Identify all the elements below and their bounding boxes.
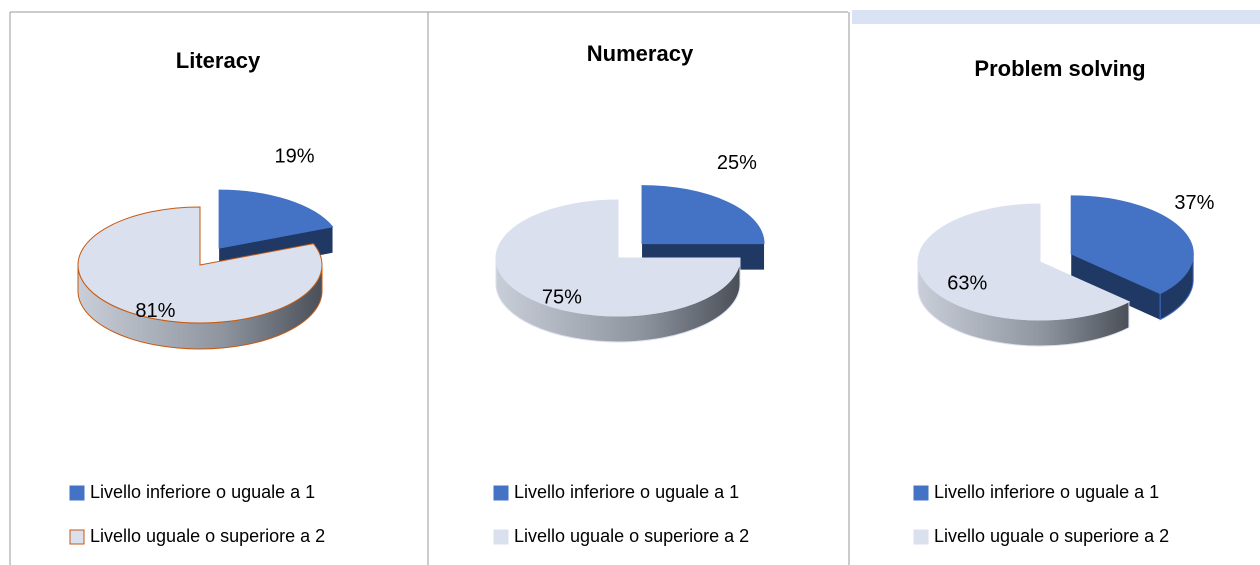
data-label: 37% <box>1174 192 1214 214</box>
legend-swatch <box>69 485 85 501</box>
legend-label: Livello inferiore o uguale a 1 <box>90 482 315 502</box>
legend-swatch <box>493 529 509 545</box>
data-label: 63% <box>947 273 987 295</box>
chart-title: Problem solving <box>974 56 1145 81</box>
legend-label: Livello inferiore o uguale a 1 <box>514 482 739 502</box>
header-band <box>852 10 1260 24</box>
data-label: 19% <box>275 145 315 167</box>
legend-swatch <box>913 529 929 545</box>
pie-slice <box>641 185 765 245</box>
chart-title: Literacy <box>176 48 261 73</box>
pie-slice <box>495 199 741 317</box>
pie-slice <box>218 189 334 249</box>
legend-label: Livello inferiore o uguale a 1 <box>934 482 1159 502</box>
pie-slice <box>77 206 323 324</box>
legend-swatch <box>493 485 509 501</box>
legend-label: Livello uguale o superiore a 2 <box>90 526 325 546</box>
legend-label: Livello uguale o superiore a 2 <box>934 526 1169 546</box>
data-label: 75% <box>542 286 582 308</box>
slice-face <box>1071 253 1161 320</box>
legend-label: Livello uguale o superiore a 2 <box>514 526 749 546</box>
legend-swatch <box>69 529 85 545</box>
chart-title: Numeracy <box>587 41 694 66</box>
data-label: 25% <box>717 152 757 174</box>
pie-slice <box>1070 195 1194 295</box>
legend-swatch <box>913 485 929 501</box>
data-label: 81% <box>135 300 175 322</box>
pie-slice <box>917 203 1131 321</box>
